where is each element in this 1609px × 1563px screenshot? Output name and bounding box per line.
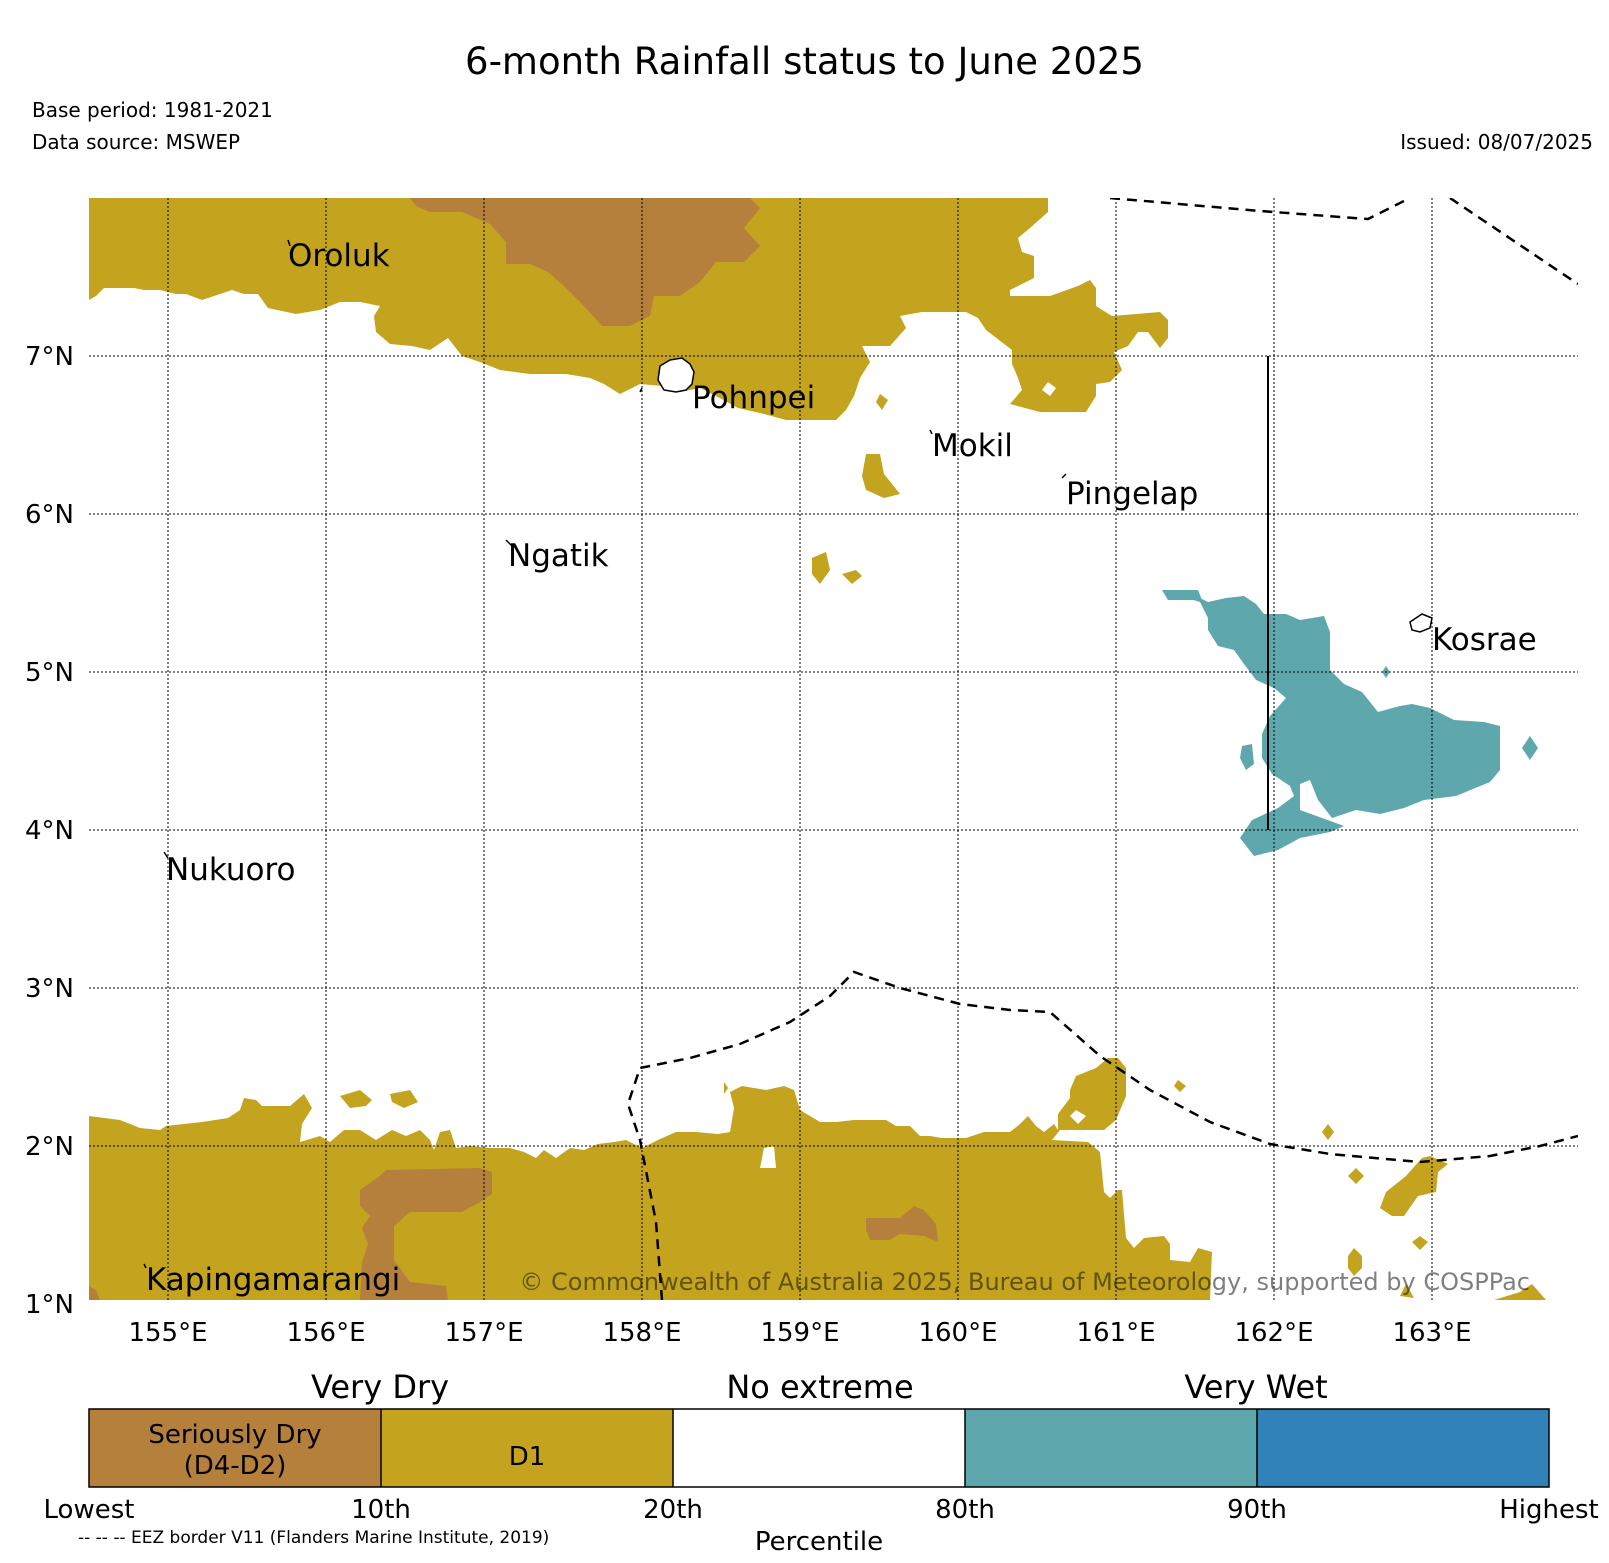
place-label-kapingamarangi: Kapingamarangi xyxy=(146,1262,400,1298)
lat-label: 7°N xyxy=(25,342,74,372)
legend: Very Dry No extreme Very Wet Seriously D… xyxy=(44,1368,1599,1557)
atoll-marks xyxy=(143,239,1067,1269)
place-label-ngatik: Ngatik xyxy=(508,538,609,574)
wet-patch xyxy=(1240,744,1254,770)
d1-patch xyxy=(1348,1248,1362,1276)
legend-group-very-dry: Very Dry xyxy=(311,1368,449,1406)
base-period: Base period: 1981-2021 xyxy=(32,98,273,122)
pohnpei-island-outline xyxy=(657,357,695,393)
place-label-pingelap: Pingelap xyxy=(1066,476,1198,512)
legend-box-label: Seriously Dry xyxy=(148,1420,321,1450)
legend-box-label: D1 xyxy=(509,1442,546,1472)
legend-axis-label: Percentile xyxy=(755,1527,883,1557)
lat-label: 6°N xyxy=(25,500,74,530)
dry-region-north xyxy=(410,198,760,326)
legend-swatch-wet xyxy=(965,1409,1257,1487)
eez-border xyxy=(626,198,1578,1300)
dry-patch xyxy=(866,1206,938,1242)
lon-label: 163°E xyxy=(1392,1318,1471,1348)
place-label-oroluk: Oroluk xyxy=(288,238,390,274)
dry-patch xyxy=(89,1286,100,1300)
place-label-kosrae: Kosrae xyxy=(1432,622,1537,658)
lon-label: 159°E xyxy=(760,1318,839,1348)
issued-date: Issued: 08/07/2025 xyxy=(1400,130,1593,154)
d1-patch xyxy=(1412,1236,1428,1250)
legend-tick: Lowest xyxy=(44,1495,135,1525)
legend-group-very-wet: Very Wet xyxy=(1184,1368,1327,1406)
d1-patch xyxy=(1494,1284,1546,1300)
d1-patch xyxy=(842,570,862,584)
legend-swatch-very-wet xyxy=(1257,1409,1549,1487)
lat-label: 1°N xyxy=(25,1290,74,1320)
d1-patch xyxy=(1174,1080,1186,1092)
map-title: 6-month Rainfall status to June 2025 xyxy=(465,40,1144,83)
d1-patch xyxy=(862,454,900,498)
place-label-nukuoro: Nukuoro xyxy=(166,852,295,888)
wet-patch xyxy=(1162,590,1202,600)
d1-patch xyxy=(340,1090,372,1108)
place-label-mokil: Mokil xyxy=(932,428,1013,464)
d1-patch xyxy=(1322,1124,1334,1140)
d1-patch xyxy=(1380,1156,1448,1216)
legend-tick: 20th xyxy=(643,1495,703,1525)
dry-patch-small xyxy=(620,294,638,316)
lon-label: 162°E xyxy=(1234,1318,1313,1348)
d1-patch xyxy=(1348,1168,1364,1184)
d1-patch xyxy=(390,1090,418,1108)
legend-group-no-extreme: No extreme xyxy=(726,1368,913,1406)
lon-label: 157°E xyxy=(444,1318,523,1348)
data-source: Data source: MSWEP xyxy=(32,130,241,154)
legend-tick: 10th xyxy=(351,1495,411,1525)
lon-label: 158°E xyxy=(602,1318,681,1348)
lat-label: 4°N xyxy=(25,816,74,846)
dry-region-south xyxy=(360,1168,492,1300)
lat-label: 5°N xyxy=(25,658,74,688)
d1-patch xyxy=(724,1082,728,1094)
legend-swatch-d1 xyxy=(381,1409,673,1487)
place-label-pohnpei: Pohnpei xyxy=(692,380,815,416)
wet-patch xyxy=(1522,736,1538,760)
d1-patch xyxy=(1042,382,1056,396)
legend-tick: Highest xyxy=(1499,1495,1599,1525)
lon-label: 156°E xyxy=(286,1318,365,1348)
lon-label: 161°E xyxy=(1076,1318,1155,1348)
d1-patch xyxy=(1400,1284,1414,1298)
gridlines xyxy=(89,198,1578,1300)
d1-patch xyxy=(760,1146,776,1168)
lat-label: 3°N xyxy=(25,974,74,1004)
d1-patch xyxy=(812,552,830,584)
wet-region xyxy=(1162,590,1500,856)
legend-box-label: (D4-D2) xyxy=(184,1451,287,1481)
eez-border-note: -- -- -- EEZ border V11 (Flanders Marine… xyxy=(78,1528,550,1548)
legend-tick: 80th xyxy=(935,1495,995,1525)
legend-tick: 90th xyxy=(1227,1495,1287,1525)
legend-swatch-seriously-dry xyxy=(89,1409,381,1487)
copyright-notice: © Commonwealth of Australia 2025, Bureau… xyxy=(519,1268,1530,1296)
d1-patch xyxy=(1070,1110,1086,1124)
map-area xyxy=(89,198,1578,1300)
lon-label: 155°E xyxy=(128,1318,207,1348)
legend-swatch-no-extreme xyxy=(673,1409,965,1487)
lon-label: 160°E xyxy=(918,1318,997,1348)
kosrae-island-outline xyxy=(1409,613,1433,633)
lat-label: 2°N xyxy=(25,1132,74,1162)
d1-patch xyxy=(876,394,888,410)
